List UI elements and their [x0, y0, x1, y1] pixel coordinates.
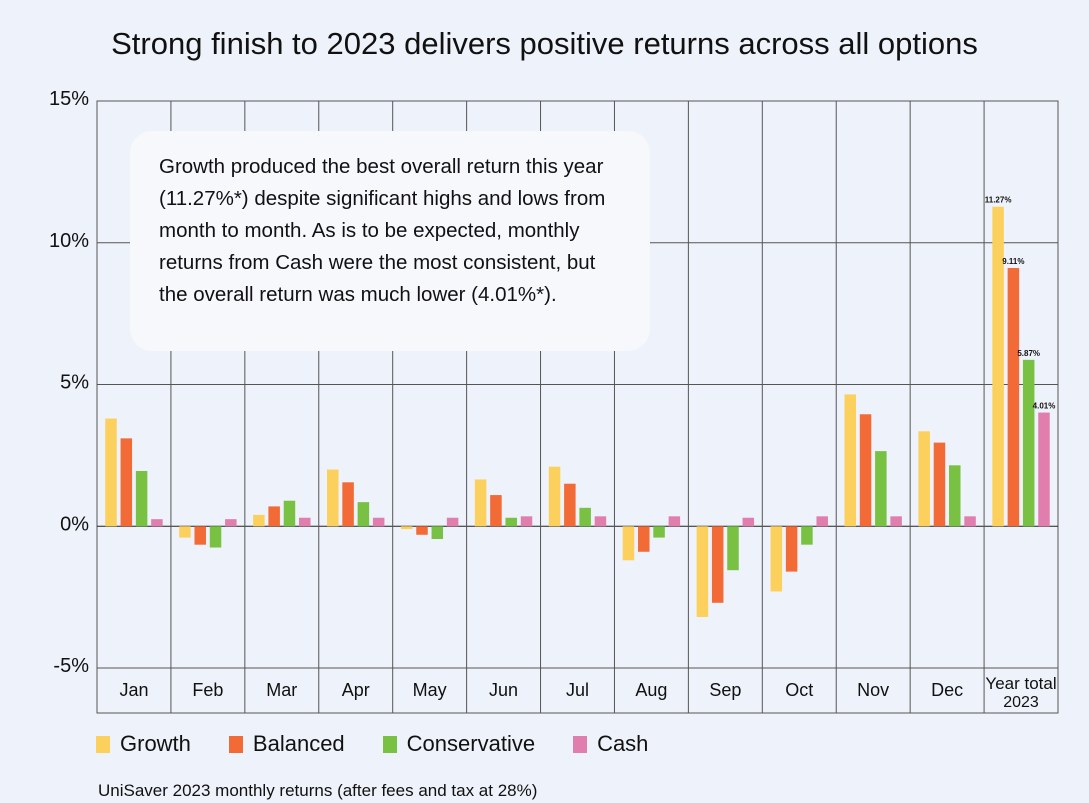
bar-balanced-sep [711, 526, 724, 603]
legend-swatch [573, 735, 588, 753]
bar-conservative-jul [579, 507, 591, 527]
legend-swatch [96, 735, 110, 753]
bar-balanced-year-total-2023 [1007, 267, 1020, 527]
bar-conservative-dec [949, 465, 961, 527]
bar-cash-feb [225, 519, 237, 527]
bar-conservative-jun [505, 517, 517, 527]
bar-growth-nov [844, 394, 856, 527]
bar-balanced-jan [120, 438, 133, 527]
legend-item-balanced: Balanced [228, 731, 345, 757]
legend-label: Conservative [406, 731, 536, 756]
y-tick-label: 5% [60, 372, 89, 394]
bar-growth-oct [770, 526, 783, 592]
y-tick-label: -5% [53, 655, 89, 677]
bar-cash-oct [816, 516, 828, 527]
bar-conservative-aug [653, 526, 665, 538]
x-tick-label: Nov [857, 680, 889, 700]
chart-title: Strong finish to 2023 delivers positive … [111, 26, 978, 61]
bar-growth-may [400, 526, 413, 530]
bar-conservative-mar [283, 500, 296, 527]
bar-balanced-oct [785, 526, 798, 572]
x-tick-label: Jun [489, 680, 518, 700]
x-tick-label: 2023 [1003, 694, 1039, 711]
bar-cash-may [446, 517, 459, 527]
y-tick-label: 15% [49, 88, 89, 110]
legend-label: Balanced [252, 731, 345, 756]
chart-footnote: UniSaver 2023 monthly returns (after fee… [98, 781, 538, 800]
bar-growth-apr [327, 469, 339, 527]
bar-balanced-nov [859, 414, 872, 527]
x-tick-label: May [413, 680, 447, 700]
bar-conservative-year-total-2023 [1022, 359, 1035, 527]
bar-growth-year-total-2023 [992, 206, 1004, 527]
x-tick-label: Aug [635, 680, 667, 700]
bar-growth-jan [105, 418, 117, 527]
x-tick-label: Jul [566, 680, 589, 700]
bar-growth-mar [253, 514, 265, 527]
data-label: 11.27% [985, 196, 1012, 205]
bar-cash-nov [890, 516, 902, 527]
legend-label: Growth [120, 731, 191, 756]
bar-cash-year-total-2023 [1038, 412, 1050, 527]
bar-conservative-apr [357, 502, 370, 527]
bar-conservative-oct [801, 526, 813, 545]
data-label: 4.01% [1033, 402, 1056, 411]
bar-balanced-jul [564, 483, 576, 527]
bar-balanced-feb [194, 526, 206, 545]
bar-cash-sep [742, 517, 755, 527]
x-tick-label: Oct [785, 680, 813, 700]
data-label: 9.11% [1002, 257, 1024, 266]
bar-growth-jul [548, 466, 561, 527]
bar-conservative-feb [209, 526, 222, 548]
y-tick-label: 10% [49, 230, 89, 252]
bar-balanced-apr [342, 482, 354, 527]
legend-item-growth: Growth [96, 731, 191, 757]
legend-swatch [228, 735, 243, 753]
x-tick-label: Dec [931, 680, 963, 700]
bar-cash-aug [668, 516, 681, 527]
bar-balanced-mar [268, 506, 280, 527]
bar-conservative-nov [875, 451, 887, 527]
bar-conservative-sep [727, 526, 739, 571]
legend: Growth Balanced Conservative Cash [96, 731, 686, 757]
x-tick-label: Year total [985, 674, 1056, 693]
legend-label: Cash [597, 731, 649, 756]
bar-balanced-dec [933, 442, 946, 527]
bar-cash-jan [151, 519, 163, 527]
bar-cash-jul [594, 516, 607, 527]
legend-item-conservative: Conservative [382, 731, 536, 757]
bar-growth-aug [622, 526, 635, 561]
data-label: 5.87% [1017, 349, 1040, 358]
bar-growth-dec [918, 431, 930, 527]
bar-balanced-aug [638, 526, 650, 552]
legend-swatch [382, 735, 397, 753]
callout-box: Growth produced the best overall return … [130, 131, 650, 351]
bar-growth-jun [474, 479, 487, 527]
bar-cash-jun [520, 516, 533, 527]
callout-text: Growth produced the best overall return … [159, 155, 606, 306]
y-tick-label: 0% [60, 513, 89, 535]
x-tick-label: Sep [709, 680, 741, 700]
x-tick-label: Feb [192, 680, 223, 700]
x-tick-label: Mar [266, 680, 297, 700]
bar-growth-sep [696, 526, 709, 617]
bar-balanced-jun [490, 495, 502, 527]
x-tick-label: Jan [119, 680, 148, 700]
bar-cash-dec [964, 516, 976, 527]
x-tick-label: Apr [342, 680, 370, 700]
bar-conservative-may [431, 526, 444, 540]
bar-conservative-jan [135, 470, 148, 527]
bar-balanced-may [416, 526, 428, 535]
legend-item-cash: Cash [573, 731, 648, 757]
bar-growth-feb [179, 526, 191, 538]
bar-cash-mar [299, 517, 311, 527]
bar-cash-apr [372, 517, 385, 527]
